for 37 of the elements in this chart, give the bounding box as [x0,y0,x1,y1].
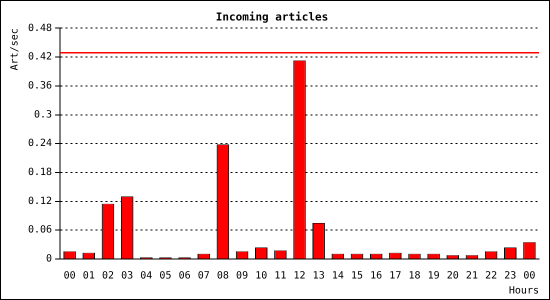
x-tick-label: 05 [159,270,172,282]
x-tick-label: 23 [504,270,516,282]
chart-title: Incoming articles [216,10,328,24]
x-tick-label: 01 [82,270,95,282]
x-axis-title: Hours [508,286,539,297]
x-tick-label: 06 [178,270,191,282]
x-tick-label: 11 [274,270,286,282]
x-tick-label: 15 [350,270,364,282]
x-tick-label: 09 [236,270,248,282]
y-tick-label: 0.48 [28,22,52,34]
x-tick-label: 22 [485,270,498,282]
x-tick-label: 16 [370,270,382,282]
x-tick-label: 21 [466,270,478,282]
x-tick-label: 12 [294,270,306,282]
x-tick-label: 10 [255,270,268,282]
y-tick-label: 0.18 [28,167,52,178]
y-tick-label: 0.24 [28,138,52,150]
x-tick-label: 00 [523,270,536,282]
y-tick-label: 0.3 [34,109,52,120]
y-tick-label: 0.12 [28,196,52,207]
x-tick-label: 17 [389,270,402,282]
x-tick-label: 00 [64,270,76,282]
x-tick-label: 02 [102,270,114,282]
x-tick-label: 03 [121,270,134,282]
x-tick-label: 13 [312,270,325,282]
y-tick-label: 0.42 [28,52,52,63]
x-tick-label: 20 [446,270,459,282]
x-tick-label: 08 [216,270,229,282]
x-tick-label: 07 [198,270,210,282]
y-axis-title: Art/sec [10,28,21,70]
y-tick-label: 0 [46,254,52,265]
x-tick-label: 19 [428,270,440,282]
x-tick-label: 04 [140,270,152,282]
x-tick-label: 14 [332,270,344,282]
x-tick-label: 18 [408,270,421,282]
y-tick-label: 0.06 [28,224,52,236]
y-tick-label: 0.36 [28,80,52,92]
